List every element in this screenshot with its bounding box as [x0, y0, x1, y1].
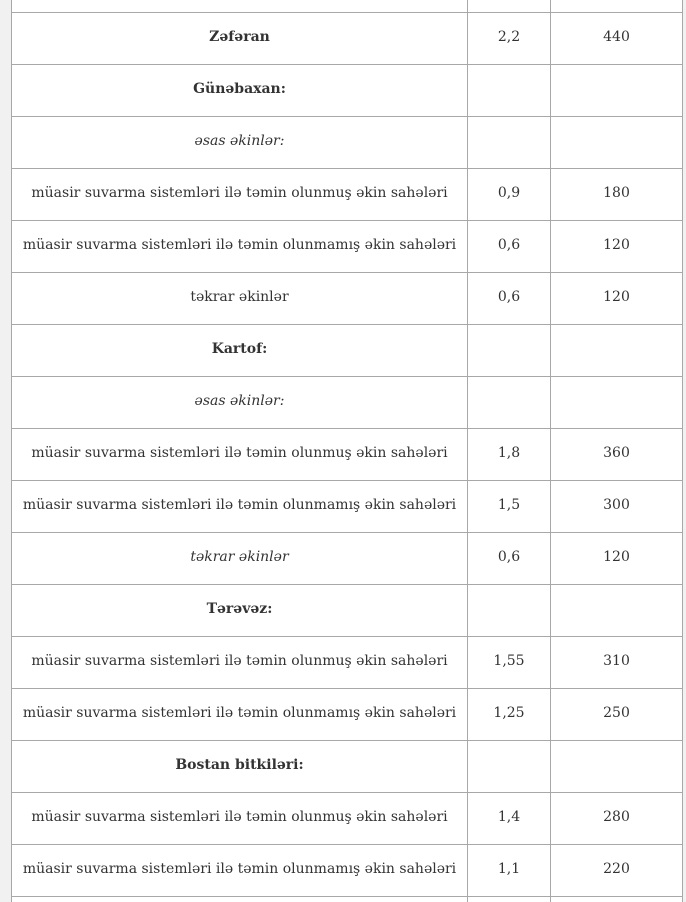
volume-value-cell: 120 [550, 531, 683, 585]
table-row-partial [11, 895, 683, 902]
area-value-cell: 1,5 [467, 479, 551, 533]
area-value-cell [467, 115, 551, 169]
table-row: müasir suvarma sistemləri ilə təmin olun… [11, 687, 683, 741]
crop-label-cell: müasir suvarma sistemləri ilə təmin olun… [11, 167, 468, 221]
table-row: Kartof: [11, 323, 683, 377]
table-row: müasir suvarma sistemləri ilə təmin olun… [11, 167, 683, 221]
crop-label-cell: Kartof: [11, 323, 468, 377]
crops-table: Zəfəran 2,2 440 Günəbaxan: əsas əkinlər: müas… [11, 0, 683, 902]
crop-label-cell: müasir suvarma sistemləri ilə təmin olun… [11, 427, 468, 481]
volume-value-cell: 120 [550, 271, 683, 325]
area-value-cell: 1,8 [467, 427, 551, 481]
area-value-cell: 1,25 [467, 687, 551, 741]
table-row: müasir suvarma sistemləri ilə təmin olun… [11, 791, 683, 845]
area-value-cell: 1,1 [467, 843, 551, 897]
volume-value-cell: 250 [550, 687, 683, 741]
crop-label-cell: müasir suvarma sistemləri ilə təmin olun… [11, 843, 468, 897]
area-value-cell [467, 895, 551, 902]
crop-label-cell: təkrar əkinlər [11, 531, 468, 585]
crops-table-body: Zəfəran 2,2 440 Günəbaxan: əsas əkinlər: müas… [11, 0, 683, 902]
crop-label-cell: müasir suvarma sistemləri ilə təmin olun… [11, 687, 468, 741]
crop-label-cell: Zəfəran [11, 11, 468, 65]
crop-label-cell: təkrar əkinlər [11, 271, 468, 325]
table-row: Günəbaxan: [11, 63, 683, 117]
table-row: Tərəvəz: [11, 583, 683, 637]
area-value-cell: 0,6 [467, 271, 551, 325]
table-row-partial [11, 0, 683, 13]
volume-value-cell: 180 [550, 167, 683, 221]
volume-value-cell: 280 [550, 791, 683, 845]
table-row: müasir suvarma sistemləri ilə təmin olun… [11, 479, 683, 533]
area-value-cell [467, 323, 551, 377]
volume-value-cell: 440 [550, 11, 683, 65]
volume-value-cell: 360 [550, 427, 683, 481]
volume-value-cell: 120 [550, 219, 683, 273]
crop-label-cell: Bostan bitkiləri: [11, 739, 468, 793]
crop-label-cell: müasir suvarma sistemləri ilə təmin olun… [11, 479, 468, 533]
crop-label-cell: müasir suvarma sistemləri ilə təmin olun… [11, 791, 468, 845]
crop-label-cell: əsas əkinlər: [11, 115, 468, 169]
area-value-cell: 2,2 [467, 11, 551, 65]
table-row: müasir suvarma sistemləri ilə təmin olun… [11, 843, 683, 897]
volume-value-cell: 300 [550, 479, 683, 533]
table-row: müasir suvarma sistemləri ilə təmin olun… [11, 635, 683, 689]
volume-value-cell [550, 323, 683, 377]
area-value-cell [467, 0, 551, 13]
crop-label-cell [11, 895, 468, 902]
table-row: təkrar əkinlər 0,6 120 [11, 271, 683, 325]
volume-value-cell: 220 [550, 843, 683, 897]
area-value-cell: 0,9 [467, 167, 551, 221]
area-value-cell [467, 583, 551, 637]
area-value-cell [467, 375, 551, 429]
table-row: əsas əkinlər: [11, 115, 683, 169]
area-value-cell [467, 739, 551, 793]
crop-label-cell: əsas əkinlər: [11, 375, 468, 429]
area-value-cell: 0,6 [467, 219, 551, 273]
crop-label-cell: Tərəvəz: [11, 583, 468, 637]
volume-value-cell [550, 583, 683, 637]
table-row: müasir suvarma sistemləri ilə təmin olun… [11, 427, 683, 481]
area-value-cell: 0,6 [467, 531, 551, 585]
area-value-cell [467, 63, 551, 117]
volume-value-cell: 310 [550, 635, 683, 689]
crop-label-cell: Günəbaxan: [11, 63, 468, 117]
area-value-cell: 1,4 [467, 791, 551, 845]
area-value-cell: 1,55 [467, 635, 551, 689]
volume-value-cell [550, 63, 683, 117]
volume-value-cell [550, 375, 683, 429]
table-row: əsas əkinlər: [11, 375, 683, 429]
crop-label-cell [11, 0, 468, 13]
crop-label-cell: müasir suvarma sistemləri ilə təmin olun… [11, 219, 468, 273]
table-row: Zəfəran 2,2 440 [11, 11, 683, 65]
volume-value-cell [550, 895, 683, 902]
table-row: təkrar əkinlər 0,6 120 [11, 531, 683, 585]
table-row: müasir suvarma sistemləri ilə təmin olun… [11, 219, 683, 273]
crop-label-cell: müasir suvarma sistemləri ilə təmin olun… [11, 635, 468, 689]
volume-value-cell [550, 0, 683, 13]
table-row: Bostan bitkiləri: [11, 739, 683, 793]
volume-value-cell [550, 739, 683, 793]
volume-value-cell [550, 115, 683, 169]
